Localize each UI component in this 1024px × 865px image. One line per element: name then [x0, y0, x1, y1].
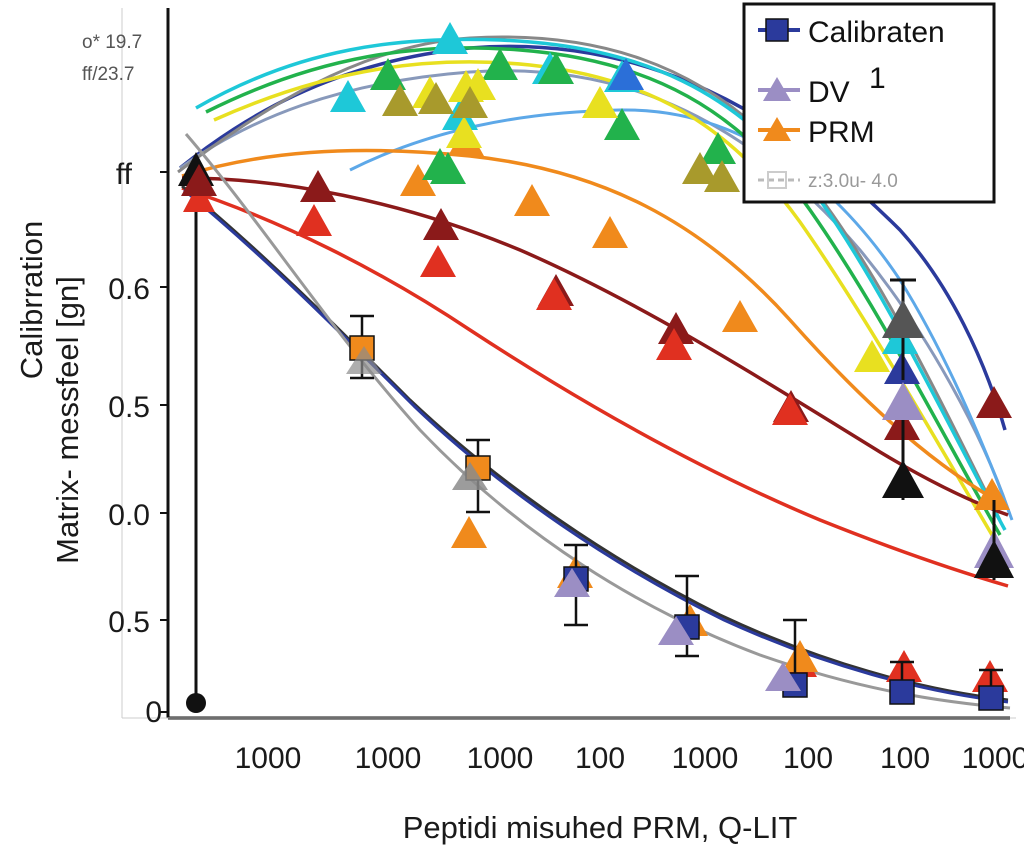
- y-axis-label-primary: Calibrration: [14, 221, 49, 380]
- x-tick-label: 1000: [235, 742, 302, 775]
- x-tick-label: 1000: [672, 742, 739, 775]
- x-tick-labels: 1000 1000 1000 100 1000 100 100 1000: [235, 742, 1024, 775]
- y-axis-label-secondary: Matrix- messfeel [gn]: [50, 276, 85, 564]
- x-tick-label: 100: [575, 742, 625, 775]
- x-tick-label: 1000: [355, 742, 422, 775]
- x-tick-label: 100: [880, 742, 930, 775]
- y-tick-label: 0: [145, 696, 162, 729]
- y-tick-label: 0.0: [108, 499, 150, 532]
- y-tick-label: 0.6: [108, 273, 150, 306]
- y-tick-label: 0.5: [108, 391, 150, 424]
- corner-annotation-2: ff/23.7: [82, 64, 134, 85]
- y-axis-ticks: [160, 171, 168, 713]
- x-tick-label: 1000: [962, 742, 1024, 775]
- legend-label-calibration: Calibraten: [808, 16, 945, 49]
- y-tick-label: 0.5: [108, 606, 150, 639]
- data-markers: [178, 22, 1014, 713]
- corner-annotation-1: o* 19.7: [82, 32, 142, 53]
- y-tick-label: ff: [116, 158, 133, 191]
- x-tick-label: 100: [783, 742, 833, 775]
- legend-label-dv: DV: [808, 76, 850, 109]
- y-tick-labels: ff 0.6 0.5 0.0 0.5 0: [108, 158, 162, 729]
- legend-label-dv-superscript: 1: [869, 62, 886, 95]
- legend-label-prm: PRM: [808, 116, 875, 149]
- plot-frame: [121, 8, 1016, 720]
- x-tick-label: 1000: [467, 742, 534, 775]
- x-axis-label: Peptidi misuhed PRM, Q-LIT: [403, 810, 798, 845]
- legend: Calibraten DV 1 PRM z:3.0u- 4.0: [742, 2, 996, 204]
- legend-label-zrange: z:3.0u- 4.0: [808, 171, 898, 192]
